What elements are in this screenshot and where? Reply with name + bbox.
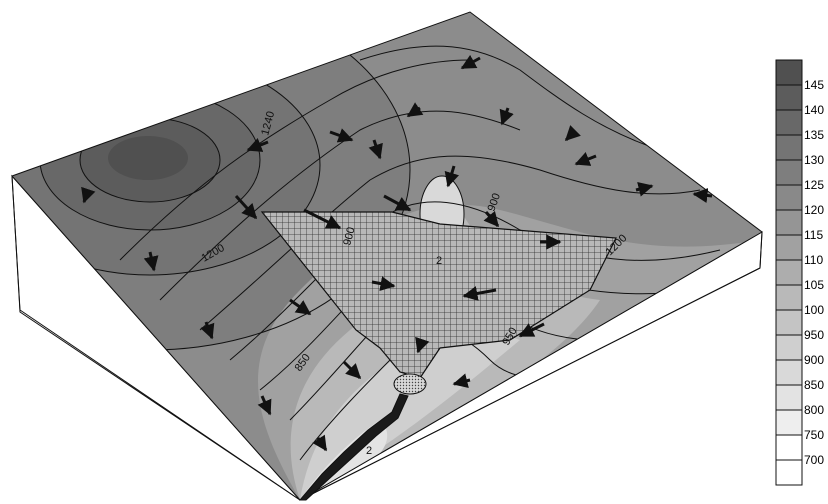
legend-swatch [775,109,803,136]
legend-swatch [775,159,803,186]
legend-tick-label: 800 [804,403,824,417]
legend-tick-label: 130 [804,153,824,167]
contour-label: 900 [486,192,504,213]
legend-tick-label: 120 [804,203,824,217]
legend-tick-label: 100 [804,303,824,317]
legend-swatch [775,309,803,336]
legend-swatch [775,184,803,211]
contour-label: 2 [436,255,442,267]
legend-swatch [775,459,803,486]
legend-tick-label: 950 [804,328,824,342]
legend-swatch [775,334,803,361]
legend-tick-label: 105 [804,278,824,292]
legend-tick-label: 145 [804,78,824,92]
legend-tick-label: 110 [804,253,823,267]
flow-arrow-icon [81,54,713,452]
legend-tick-label: 140 [804,103,824,117]
legend-tick-label: 115 [804,228,823,242]
mesh-grid [260,211,617,379]
contour-label: 900 [341,226,357,247]
contour-label: 2 [366,445,372,457]
legend-swatch [775,84,803,111]
legend-swatch [775,59,803,86]
color-legend: 145 140 135 130 125 120 115 110 105 100 950 900 850 8… [775,59,824,486]
legend-tick-label: 125 [804,178,824,192]
legend-tick-label: 850 [804,378,824,392]
legend-swatch [775,359,803,386]
legend-swatch [775,234,803,261]
spring-pond [393,373,427,395]
legend-swatch [775,284,803,311]
legend-swatch [775,259,803,286]
stream-channel [298,393,409,501]
legend-swatch [775,384,803,411]
legend-swatch [775,434,803,461]
legend-tick-label: 750 [804,428,824,442]
legend-tick-label: 135 [804,128,824,142]
legend-swatch [775,409,803,436]
legend-tick-label: 700 [804,453,824,467]
surface-outline [11,11,763,501]
legend-tick-label: 900 [804,353,824,367]
legend-swatch [775,209,803,236]
legend-swatch [775,134,803,161]
